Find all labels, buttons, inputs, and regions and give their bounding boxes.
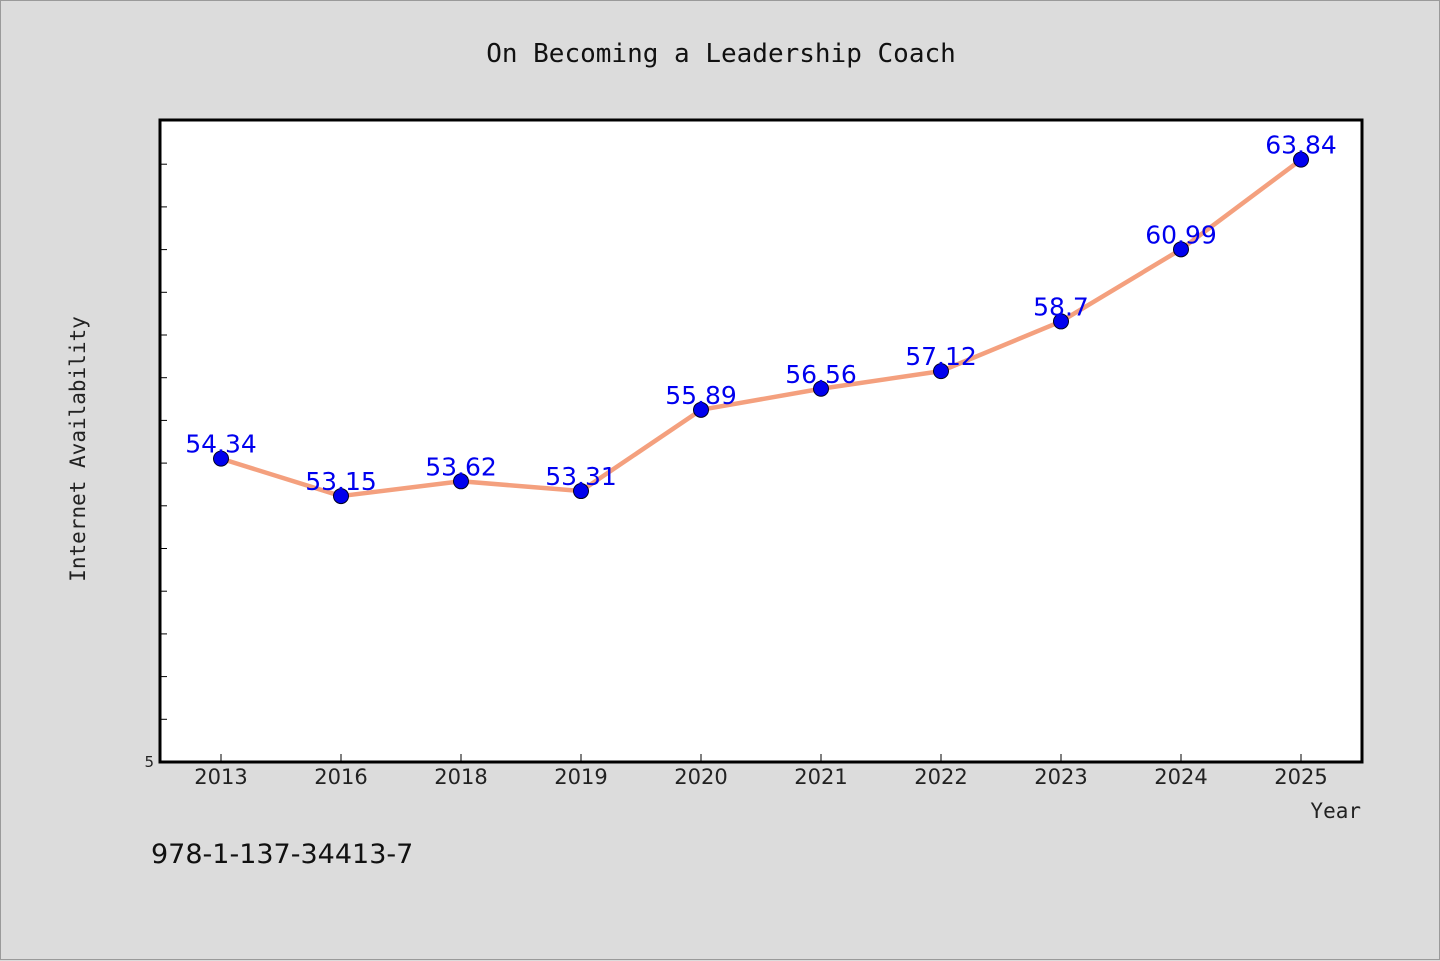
x-tick-label: 2025	[1274, 765, 1327, 789]
data-label: 57.12	[905, 342, 977, 371]
data-point	[813, 380, 829, 397]
data-label: 53.15	[305, 467, 377, 496]
data-point	[333, 488, 349, 505]
y-tick-label: 5	[144, 753, 154, 771]
x-tick-label: 2024	[1154, 765, 1207, 789]
data-point	[1293, 151, 1309, 168]
data-label: 53.31	[545, 462, 617, 491]
x-axis-tick-labels: 2013 2016 2018 2019 2020 2021 2022 2023 2024 2025	[194, 765, 1327, 789]
chart-title: On Becoming a Leadership Coach	[486, 39, 956, 69]
data-label: 63.84	[1265, 131, 1337, 160]
data-point	[693, 401, 709, 418]
x-axis-label: Year	[1310, 799, 1361, 823]
data-markers	[213, 151, 1309, 505]
data-label: 55.89	[665, 381, 737, 410]
data-point	[213, 450, 229, 467]
plot-area	[158, 118, 1364, 764]
x-tick-label: 2019	[554, 765, 607, 789]
x-tick-label: 2016	[314, 765, 367, 789]
y-axis-label: Internet Availability	[66, 316, 90, 582]
data-label: 58.7	[1033, 292, 1089, 321]
x-tick-label: 2021	[794, 765, 847, 789]
data-label: 53.62	[425, 452, 497, 481]
data-label: 54.34	[185, 430, 257, 459]
data-point	[573, 483, 589, 500]
data-point	[453, 473, 469, 490]
data-point	[1053, 313, 1069, 330]
data-label: 56.56	[785, 360, 857, 389]
x-tick-label: 2022	[914, 765, 967, 789]
x-tick-label: 2020	[674, 765, 727, 789]
x-tick-label: 2013	[194, 765, 247, 789]
data-labels: 54.34 53.15 53.62 53.31 55.89 56.56 57.12 58.7 6…	[185, 131, 1337, 496]
data-point	[933, 363, 949, 380]
y-axis-ticks	[160, 163, 167, 720]
x-tick-label: 2023	[1034, 765, 1087, 789]
series-line	[218, 157, 1304, 499]
data-label: 60.99	[1145, 220, 1217, 249]
data-point	[1173, 241, 1189, 258]
footnote-isbn: 978-1-137-34413-7	[151, 839, 413, 870]
x-axis-ticks	[220, 754, 1302, 762]
x-tick-label: 2018	[434, 765, 487, 789]
